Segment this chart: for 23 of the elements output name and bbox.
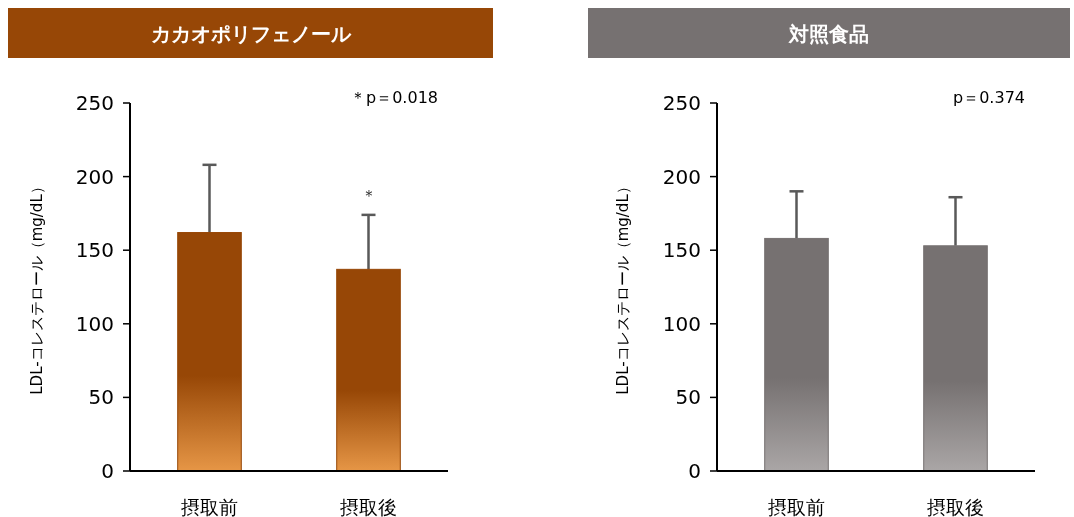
y-tick-label: 150	[75, 238, 114, 263]
y-tick-label: 200	[75, 164, 114, 189]
x-tick-label: 摂取後	[340, 496, 397, 517]
y-axis-title: LDL-コレステロール（mg/dL）	[614, 179, 632, 395]
y-tick-label: 0	[688, 459, 701, 483]
y-tick-label: 50	[88, 385, 114, 410]
y-tick-label: 250	[75, 91, 114, 115]
y-tick-label: 200	[662, 164, 701, 189]
annotation: ＊	[360, 185, 377, 205]
chart-title: カカオポリフェノール	[150, 22, 352, 46]
x-tick-label: 摂取後	[927, 496, 984, 517]
y-tick-label: 250	[662, 91, 701, 115]
y-tick-label: 150	[662, 238, 701, 263]
y-axis-title: LDL-コレステロール（mg/dL）	[28, 179, 46, 395]
annotation: p＝0.374	[953, 88, 1025, 107]
y-tick-label: 0	[101, 459, 114, 483]
y-tick-label: 100	[75, 311, 114, 336]
x-tick-label: 摂取前	[768, 496, 825, 517]
y-tick-label: 50	[675, 385, 701, 410]
y-tick-label: 100	[662, 311, 701, 336]
x-tick-label: 摂取前	[181, 496, 238, 517]
annotation: ＊p＝0.018	[350, 88, 438, 107]
chart-title: 対照食品	[788, 22, 869, 46]
